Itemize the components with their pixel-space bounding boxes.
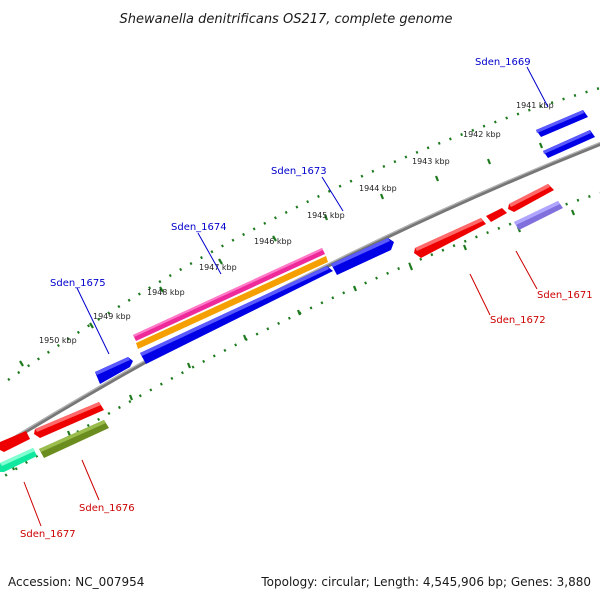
gene-label-sden-1676[interactable]: Sden_1676 <box>79 503 135 514</box>
outer-major-ticks <box>19 142 544 367</box>
kbp-label: 1943 kbp <box>412 157 450 166</box>
map-title: Shewanella denitrificans OS217, complete… <box>120 12 453 27</box>
gene-sden-1672-short[interactable] <box>486 208 507 222</box>
kbp-label: 1944 kbp <box>359 184 397 193</box>
accession-text: Accession: NC_007954 <box>8 575 144 589</box>
gene-label-sden-1677[interactable]: Sden_1677 <box>20 529 76 540</box>
outer-tick-track <box>7 86 600 382</box>
forward-genes <box>95 110 595 384</box>
gene-label-sden-1675[interactable]: Sden_1675 <box>50 278 106 289</box>
gene-label-sden-1669[interactable]: Sden_1669 <box>475 57 531 68</box>
gene-sden-1675[interactable] <box>95 357 133 384</box>
kbp-label: 1946 kbp <box>254 237 292 246</box>
reverse-genes <box>0 184 563 472</box>
kbp-label: 1942 kbp <box>463 130 501 139</box>
gene-label-sden-1673[interactable]: Sden_1673 <box>271 166 327 177</box>
gene-label-sden-1671[interactable]: Sden_1671 <box>537 290 593 301</box>
gene-sden-1673[interactable] <box>331 238 394 275</box>
gene-labels: Sden_1669 Sden_1673 Sden_1674 Sden_1675 … <box>20 57 593 540</box>
kbp-label: 1949 kbp <box>93 312 131 321</box>
leader-lines <box>23 66 549 527</box>
kbp-label: 1948 kbp <box>147 288 185 297</box>
genome-backbone <box>0 141 600 450</box>
gene-sden-1676-olive[interactable] <box>39 420 109 458</box>
topology-summary: Topology: circular; Length: 4,545,906 bp… <box>260 575 591 589</box>
inner-tick-track <box>0 191 600 481</box>
gene-sden-1674-blue[interactable] <box>140 266 333 364</box>
inner-major-ticks <box>10 209 576 471</box>
gene-sden-1674-orange[interactable] <box>136 256 328 349</box>
kbp-label: 1950 kbp <box>39 336 77 345</box>
gene-label-sden-1674[interactable]: Sden_1674 <box>171 222 227 233</box>
gene-sden-1677-red[interactable] <box>0 431 30 452</box>
gene-sden-1671-red[interactable] <box>508 184 554 212</box>
gene-label-sden-1672[interactable]: Sden_1672 <box>490 315 546 326</box>
kbp-label: 1945 kbp <box>307 211 345 220</box>
gene-sden-1674-magenta[interactable] <box>133 248 325 341</box>
gene-sden-1672-long[interactable] <box>414 218 486 258</box>
kbp-label: 1941 kbp <box>516 101 554 110</box>
